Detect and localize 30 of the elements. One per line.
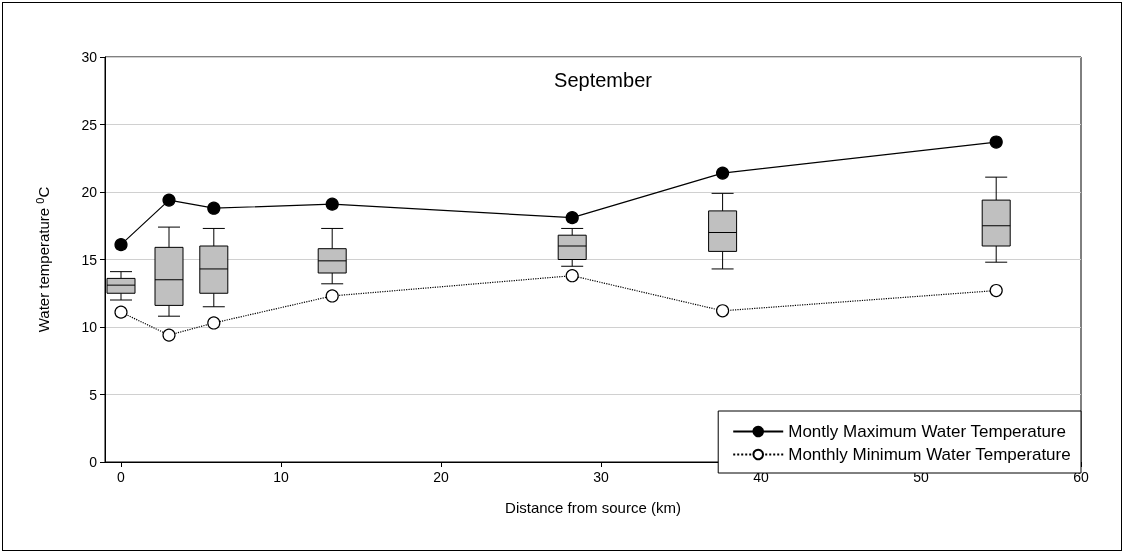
point bbox=[162, 328, 176, 342]
y-tick-label: 10 bbox=[81, 319, 98, 335]
point bbox=[325, 289, 339, 303]
point bbox=[989, 135, 1003, 149]
legend-label: Monthly Minimum Water Temperature bbox=[788, 445, 1071, 464]
point bbox=[207, 201, 221, 215]
y-tick-label: 0 bbox=[89, 454, 98, 470]
y-axis-title: Water temperature 0C bbox=[33, 186, 52, 333]
point bbox=[114, 305, 128, 319]
y-tick-label: 30 bbox=[81, 49, 98, 65]
x-tick-label: 0 bbox=[117, 469, 126, 485]
point bbox=[565, 269, 579, 283]
x-tick-label: 20 bbox=[433, 469, 449, 485]
point bbox=[207, 316, 221, 330]
legend-label: Montly Maximum Water Temperature bbox=[788, 422, 1066, 441]
point bbox=[114, 238, 128, 252]
x-tick-label: 30 bbox=[593, 469, 609, 485]
y-tick-label: 15 bbox=[81, 251, 98, 268]
x-tick-label: 10 bbox=[273, 469, 289, 485]
point bbox=[716, 166, 730, 180]
point bbox=[565, 211, 579, 225]
y-tick-label: 5 bbox=[89, 386, 98, 403]
y-tick-label: 20 bbox=[81, 184, 98, 200]
point bbox=[325, 197, 339, 211]
x-axis-title: Distance from source (km) bbox=[505, 499, 681, 516]
y-tick-label: 25 bbox=[81, 116, 98, 133]
point bbox=[989, 283, 1003, 298]
text: September bbox=[554, 69, 653, 91]
point bbox=[162, 193, 176, 207]
point bbox=[716, 304, 730, 318]
